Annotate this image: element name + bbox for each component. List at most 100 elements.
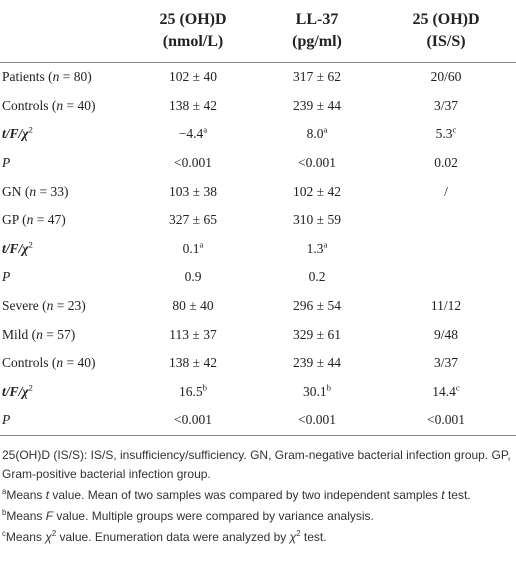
row-label: Patients (n = 80) [0, 63, 128, 92]
text-run: c [2, 528, 6, 538]
text-run: 2 [28, 382, 33, 393]
table-row: Severe (n = 23) 80 ± 40 296 ± 54 11/12 [0, 292, 516, 321]
table-cell: 20/60 [376, 63, 516, 92]
table-row: Controls (n = 40) 138 ± 42 239 ± 44 3/37 [0, 349, 516, 378]
text-run: 8.0 [306, 126, 324, 142]
text-run: −4.4 [178, 126, 204, 142]
text-run: Patients ( [2, 69, 53, 85]
table-cell: <0.001 [258, 149, 376, 178]
table-row: P <0.001 <0.001 0.02 [0, 149, 516, 178]
text-run: c [455, 382, 460, 393]
row-label: t/F/χ2 [0, 120, 128, 149]
header-row: 25 (OH)D (nmol/L) LL-37 (pg/ml) 25 (OH)D… [0, 0, 516, 63]
text-run: b [326, 382, 331, 393]
text-run: <0.001 [174, 412, 212, 428]
text-run: 0.2 [308, 269, 326, 285]
text-run: test. [300, 529, 327, 544]
footnote: aMeans t value. Mean of two samples was … [2, 486, 512, 505]
row-label: Controls (n = 40) [0, 92, 128, 121]
text-run: test. [444, 487, 471, 502]
table-cell: 296 ± 54 [258, 292, 376, 321]
table-cell: 5.3c [376, 120, 516, 149]
table-cell: 327 ± 65 [128, 206, 258, 235]
text-run: 20/60 [430, 69, 462, 85]
text-run: = 57) [42, 326, 76, 342]
text-run: 102 ± 40 [169, 69, 217, 85]
table-cell: 30.1b [258, 378, 376, 407]
text-run: c [452, 124, 457, 135]
text-run: 0.9 [184, 269, 202, 285]
text-run: 239 ± 44 [293, 355, 341, 371]
text-run: 2 [28, 124, 33, 135]
table-cell: 11/12 [376, 292, 516, 321]
table-cell: <0.001 [376, 406, 516, 436]
row-label: GP (n = 47) [0, 206, 128, 235]
text-run: b [202, 382, 207, 393]
text-run: t [441, 487, 445, 502]
text-run: 3/37 [433, 97, 458, 113]
text-run: 5.3 [435, 126, 453, 142]
text-run: P [2, 269, 11, 285]
text-run: 14.4 [432, 383, 456, 399]
text-run: = 47) [33, 212, 66, 228]
table-cell: 80 ± 40 [128, 292, 258, 321]
table-cell [376, 206, 516, 235]
table-cell: 0.1a [128, 235, 258, 264]
text-run: χ [45, 529, 52, 544]
text-run: 1.3 [306, 240, 324, 256]
text-run: Controls ( [2, 97, 57, 113]
table-cell: 16.5b [128, 378, 258, 407]
text-run: / [444, 183, 448, 199]
table-cell: 102 ± 42 [258, 177, 376, 206]
table-body: Patients (n = 80) 102 ± 40 317 ± 62 20/60 Co… [0, 63, 516, 436]
text-run: 2 [296, 528, 301, 538]
text-run: GP ( [2, 212, 27, 228]
text-run: value. Mean of two samples was compared … [49, 487, 442, 502]
text-run: = 40) [63, 97, 96, 113]
text-run: t/F/χ [2, 383, 29, 399]
text-run: 3/37 [433, 355, 458, 371]
text-run: n [56, 355, 64, 371]
text-run: χ [289, 529, 297, 544]
table-cell: 9/48 [376, 320, 516, 349]
text-run: = 80) [59, 69, 92, 85]
table-row: GP (n = 47) 327 ± 65 310 ± 59 [0, 206, 516, 235]
table-cell: 329 ± 61 [258, 320, 376, 349]
text-run: value. Multiple groups were compared by … [53, 508, 374, 523]
text-run: Controls ( [2, 355, 57, 371]
row-label: GN (n = 33) [0, 177, 128, 206]
row-label: P [0, 263, 128, 292]
table-row: Patients (n = 80) 102 ± 40 317 ± 62 20/60 [0, 63, 516, 92]
row-label: t/F/χ2 [0, 235, 128, 264]
table-cell: 138 ± 42 [128, 349, 258, 378]
text-run: Severe ( [2, 298, 47, 314]
table-row: Mild (n = 57) 113 ± 37 329 ± 61 9/48 [0, 320, 516, 349]
text-run: 138 ± 42 [169, 355, 217, 371]
footnote: 25(OH)D (IS/S): IS/S, insufficiency/suff… [2, 446, 512, 484]
header-cell: LL-37 (pg/ml) [258, 0, 376, 63]
data-table: 25 (OH)D (nmol/L) LL-37 (pg/ml) 25 (OH)D… [0, 0, 516, 436]
text-run: Means [5, 529, 46, 544]
row-label: t/F/χ2 [0, 378, 128, 407]
table-cell: 102 ± 40 [128, 63, 258, 92]
table-row: GN (n = 33) 103 ± 38 102 ± 42 / [0, 177, 516, 206]
text-run: 296 ± 54 [293, 298, 341, 314]
text-run: 0.02 [434, 155, 458, 171]
table-cell: 3/37 [376, 349, 516, 378]
table-cell: 8.0a [258, 120, 376, 149]
footnote: cMeans χ2 value. Enumeration data were a… [2, 528, 512, 547]
header-cell [0, 0, 128, 63]
text-run: 329 ± 61 [293, 326, 341, 342]
text-run: <0.001 [427, 412, 465, 428]
text-run: 9/48 [433, 326, 458, 342]
text-run: b [2, 507, 7, 517]
table-cell: 103 ± 38 [128, 177, 258, 206]
table-cell: 0.02 [376, 149, 516, 178]
table-cell: 14.4c [376, 378, 516, 407]
text-run: 103 ± 38 [169, 183, 217, 199]
text-run: n [46, 298, 54, 314]
table-cell: <0.001 [128, 406, 258, 436]
text-run: a [323, 239, 328, 250]
text-run: n [26, 212, 34, 228]
table-cell [376, 235, 516, 264]
